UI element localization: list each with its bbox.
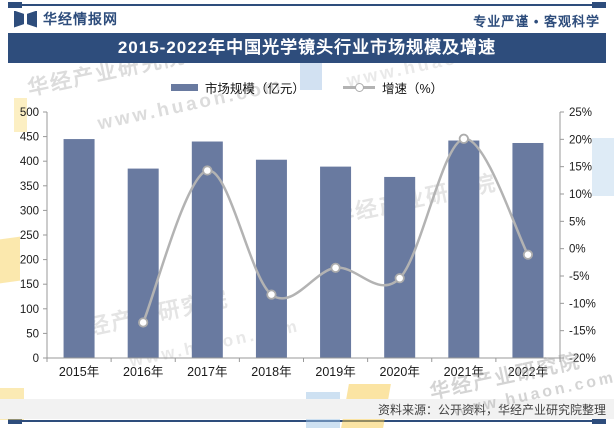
legend-item-market-size: 市场规模（亿元） [170,78,305,97]
growth-marker [394,273,405,284]
left-axis-label: 300 [20,205,39,217]
growth-marker [522,249,534,260]
bar-2020年 [384,176,416,358]
left-axis-label: 200 [20,255,39,267]
growth-marker [138,317,149,328]
x-axis-label: 2015年 [59,365,99,379]
x-axis-label: 2022年 [508,365,548,379]
top-right-cap [592,2,606,8]
brand: 华经情报网 [14,9,118,29]
left-axis-label: 500 [20,107,39,119]
combo-chart: 0 50 100 150 200 250 300 350 400 450 500 25% 20% 15% 1… [20,107,596,379]
left-axis-label: 400 [20,156,39,168]
slogan-text: 专业严谨 • 客观科学 [473,14,600,29]
top-left-cap [8,2,22,8]
legend-item-growth: 增速（%） [342,78,444,97]
right-axis-label: -5% [569,271,589,283]
left-axis-label: 250 [20,230,39,242]
growth-marker [330,262,341,273]
right-axis-label: 0% [569,244,586,256]
x-axis-label: 2017年 [187,365,227,379]
huaon-logo-icon [14,10,37,28]
bar-2021年 [448,140,480,358]
x-axis-label: 2021年 [444,365,484,379]
legend: 市场规模（亿元） 增速（%） [0,76,614,98]
bar-2015年 [63,139,95,358]
chart-area: 0 50 100 150 200 250 300 350 400 450 500 25% 20% 15% 1… [0,96,614,398]
bar-2016年 [127,168,159,358]
bottom-right-cap [592,418,606,424]
right-axis-label: -15% [569,326,596,338]
legend-label: 市场规模（亿元） [204,81,305,96]
right-axis-label: -20% [569,353,596,365]
growth-marker [458,133,469,144]
right-axis-label: -10% [569,298,596,310]
bottom-border-line [8,420,606,422]
chart-title: 2015-2022年中国光学镜头行业市场规模及增速 [8,33,606,63]
right-axis-label: 15% [569,162,592,174]
brand-name: 华经情报网 [43,11,118,27]
left-axis-label: 450 [20,132,39,144]
left-axis-label: 150 [20,279,39,291]
right-axis-label: 20% [569,134,592,146]
bar-2018年 [255,159,287,358]
x-axis-label: 2020年 [380,365,420,379]
line-swatch-icon [342,82,375,92]
source-row: 资料来源：公开资料，华经产业研究院整理 [0,399,614,419]
legend-label: 增速（%） [381,81,444,96]
source-text: 资料来源：公开资料，华经产业研究院整理 [377,403,606,417]
bottom-left-cap [8,418,22,424]
top-border-line [8,4,606,6]
left-axis-label: 50 [26,328,39,340]
growth-marker [202,165,213,176]
right-axis-label: 10% [569,189,592,201]
growth-marker [266,289,277,300]
left-axis-label: 0 [33,353,39,365]
x-axis-label: 2019年 [315,365,355,379]
bar-2019年 [320,166,352,358]
x-axis-label: 2018年 [251,365,291,379]
x-axis-label: 2016年 [123,365,163,379]
right-axis-label: 5% [569,216,586,228]
left-axis-label: 100 [20,304,39,316]
bar-swatch-icon [170,83,198,91]
left-axis-label: 350 [20,181,39,193]
right-axis-label: 25% [569,107,592,119]
